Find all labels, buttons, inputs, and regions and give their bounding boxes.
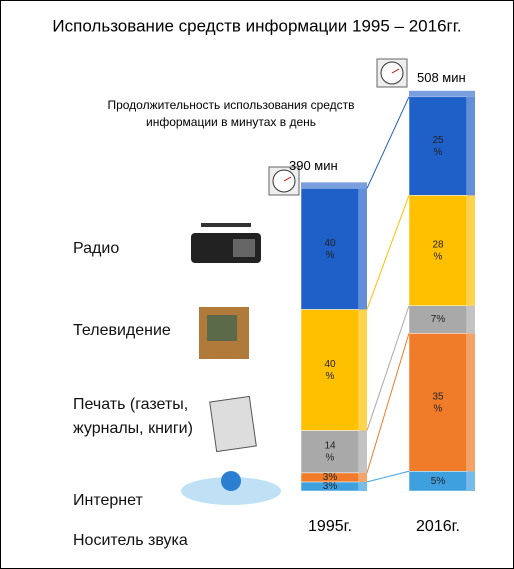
bar-side (467, 305, 475, 334)
bar-side (359, 188, 367, 310)
x-tick-label: 2016г. (416, 518, 460, 535)
connector (366, 195, 410, 310)
series-label: Носитель звука (73, 532, 188, 549)
total-label: 390 мин (289, 158, 338, 173)
bar-segment (300, 188, 360, 310)
bar-side (467, 471, 475, 491)
value-label: 3% (323, 472, 338, 483)
clock-icon (268, 166, 300, 196)
value-label: 7% (431, 314, 446, 325)
series-label-box: Телевидение (73, 322, 171, 339)
internet-icon (181, 471, 281, 505)
clock-icon (376, 58, 408, 88)
series-label-box: Носитель звука (73, 532, 188, 549)
connector (366, 333, 410, 473)
bar-top (409, 90, 475, 97)
total-label: 508 мин (417, 70, 466, 85)
value-label: 28% (432, 239, 444, 262)
value-label: 5% (431, 476, 446, 487)
value-label: 40% (324, 359, 336, 382)
connector (366, 470, 410, 483)
tv-icon (199, 307, 249, 359)
series-label: Радио (73, 240, 120, 257)
bar-segment (408, 96, 468, 196)
bar-side (467, 333, 475, 472)
subtitle-box: Продолжительность использования средств … (107, 98, 355, 129)
bar-segment (408, 333, 468, 472)
series-label-box: Интернет (73, 492, 143, 509)
series-label-box: Печать (газеты, журналы, книги) (73, 396, 193, 437)
bar-segment (408, 195, 468, 306)
bar-segment (408, 305, 468, 334)
series-label: Печать (газеты, журналы, книги) (73, 396, 193, 437)
bar-side (359, 481, 367, 491)
bar-side (359, 430, 367, 473)
chart-subtitle: Продолжительность использования средств … (107, 98, 355, 129)
bar-top (301, 182, 367, 189)
bar-segment (300, 430, 360, 474)
bar-side (467, 195, 475, 306)
value-label: 40% (324, 238, 336, 261)
series-label: Телевидение (73, 322, 171, 339)
bar-side (359, 309, 367, 431)
bar-side (359, 472, 367, 482)
series-label: Интернет (73, 492, 143, 509)
value-label: 14% (324, 440, 336, 463)
value-label: 25% (432, 135, 444, 158)
newspaper-icon (209, 395, 257, 453)
value-label: 3% (323, 481, 338, 492)
connector (366, 305, 410, 431)
series-label-box: Радио (73, 240, 120, 257)
bar-side (467, 96, 475, 196)
value-label: 35% (432, 391, 444, 414)
chart-title: Использование средств информации 1995 – … (52, 16, 461, 35)
x-tick-label: 1995г. (308, 518, 352, 535)
radio-icon (191, 223, 261, 263)
connector (366, 96, 410, 189)
bar-segment (300, 309, 360, 431)
